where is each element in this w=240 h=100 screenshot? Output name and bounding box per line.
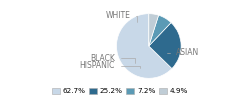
Text: ASIAN: ASIAN (167, 48, 199, 57)
Wedge shape (149, 15, 171, 46)
Wedge shape (149, 14, 159, 46)
Text: WHITE: WHITE (106, 12, 137, 22)
Text: BLACK: BLACK (90, 54, 135, 63)
Wedge shape (116, 14, 172, 78)
Text: HISPANIC: HISPANIC (80, 62, 140, 70)
Legend: 62.7%, 25.2%, 7.2%, 4.9%: 62.7%, 25.2%, 7.2%, 4.9% (49, 85, 191, 97)
Wedge shape (149, 23, 181, 69)
